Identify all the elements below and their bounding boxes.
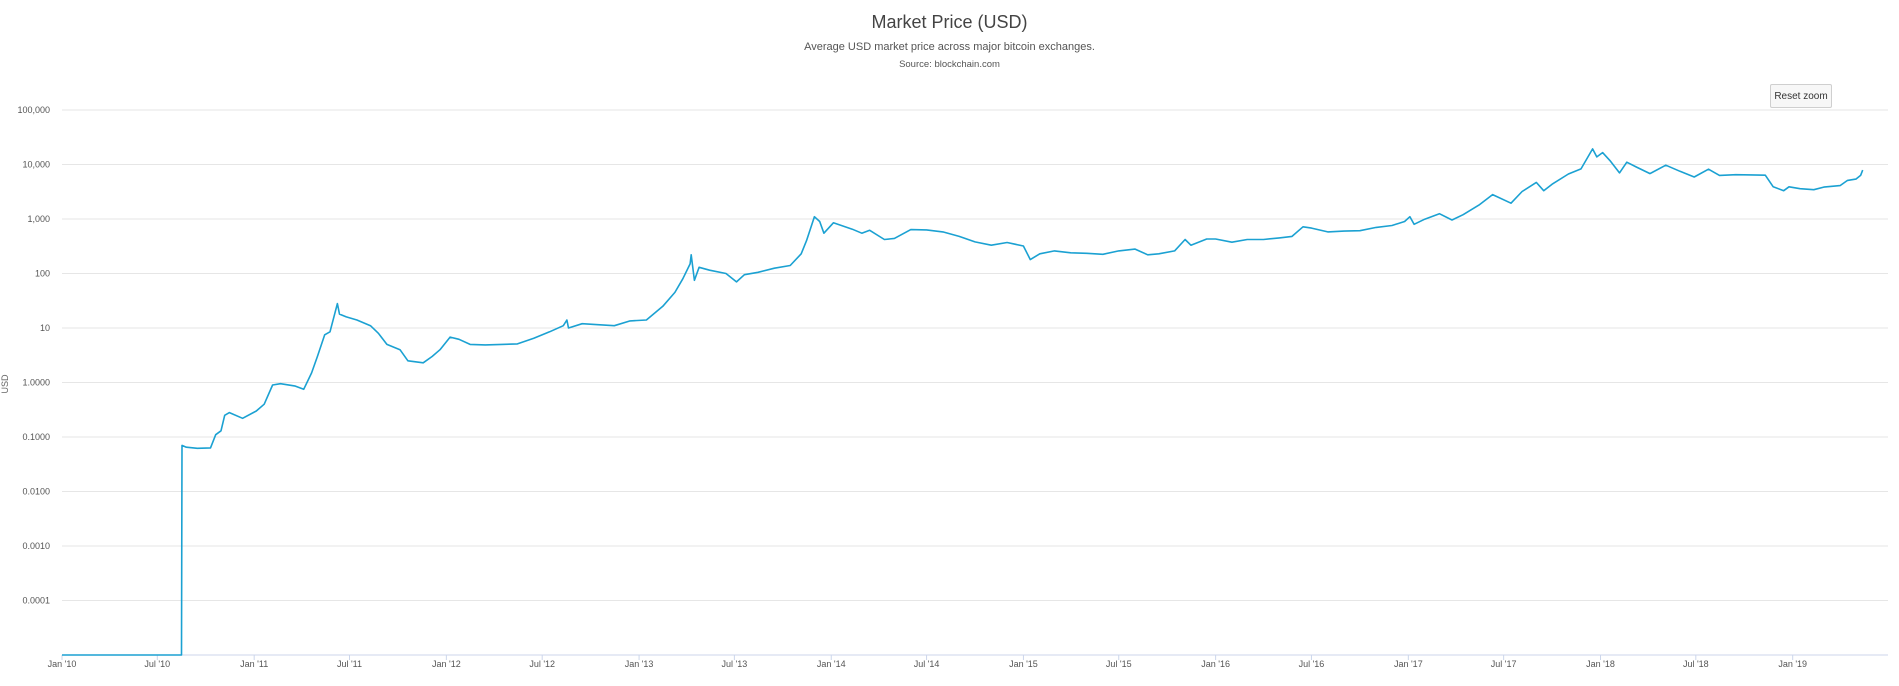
- x-tick-label: Jan '19: [1778, 659, 1807, 669]
- x-tick-label: Jan '17: [1394, 659, 1423, 669]
- y-tick-label: 0.0100: [22, 487, 50, 497]
- x-tick-label: Jul '12: [529, 659, 555, 669]
- x-tick-label: Jan '14: [817, 659, 846, 669]
- x-tick-label: Jan '12: [432, 659, 461, 669]
- y-tick-label: 0.0010: [22, 541, 50, 551]
- x-tick-label: Jul '18: [1683, 659, 1709, 669]
- series-group: [62, 148, 1864, 656]
- y-tick-label: 10,000: [22, 160, 50, 170]
- y-tick-label: 100: [35, 269, 50, 279]
- y-tick-label: 100,000: [17, 105, 50, 115]
- x-tick-label: Jul '15: [1106, 659, 1132, 669]
- x-tick-label: Jul '16: [1299, 659, 1325, 669]
- y-tick-label: 0.1000: [22, 432, 50, 442]
- reset-zoom-button[interactable]: Reset zoom: [1770, 84, 1832, 108]
- chart-title: Market Price (USD): [871, 12, 1028, 32]
- price-series-line: [62, 148, 1864, 656]
- x-tick-label: Jul '11: [337, 659, 362, 669]
- grid-lines: [62, 109, 1888, 656]
- x-tick-label: Jan '15: [1009, 659, 1038, 669]
- x-tick-label: Jan '11: [240, 659, 268, 669]
- x-tick-label: Jul '17: [1491, 659, 1517, 669]
- x-tick-label: Jan '16: [1201, 659, 1230, 669]
- chart-subtitle: Average USD market price across major bi…: [804, 41, 1095, 53]
- y-tick-label: 1,000: [27, 214, 50, 224]
- y-axis-title: USD: [0, 374, 10, 394]
- x-tick-label: Jul '10: [144, 659, 170, 669]
- y-tick-label: 0.0001: [22, 596, 50, 606]
- x-tick-label: Jul '14: [914, 659, 940, 669]
- x-tick-label: Jan '13: [625, 659, 654, 669]
- x-tick-label: Jan '10: [48, 659, 77, 669]
- x-axis-ticks: Jan '10 Jul '10 Jan '11 Jul '11 Jan '12 Jul '…: [48, 655, 1807, 669]
- y-tick-label: 1.0000: [22, 378, 50, 388]
- chart-source: Source: blockchain.com: [899, 59, 1000, 70]
- x-tick-label: Jul '13: [722, 659, 748, 669]
- y-tick-label: 10: [40, 323, 50, 333]
- y-axis-ticks: 100,000 10,000 1,000 100 10 1.0000 0.1000 0.010…: [17, 105, 50, 606]
- x-tick-label: Jan '18: [1586, 659, 1615, 669]
